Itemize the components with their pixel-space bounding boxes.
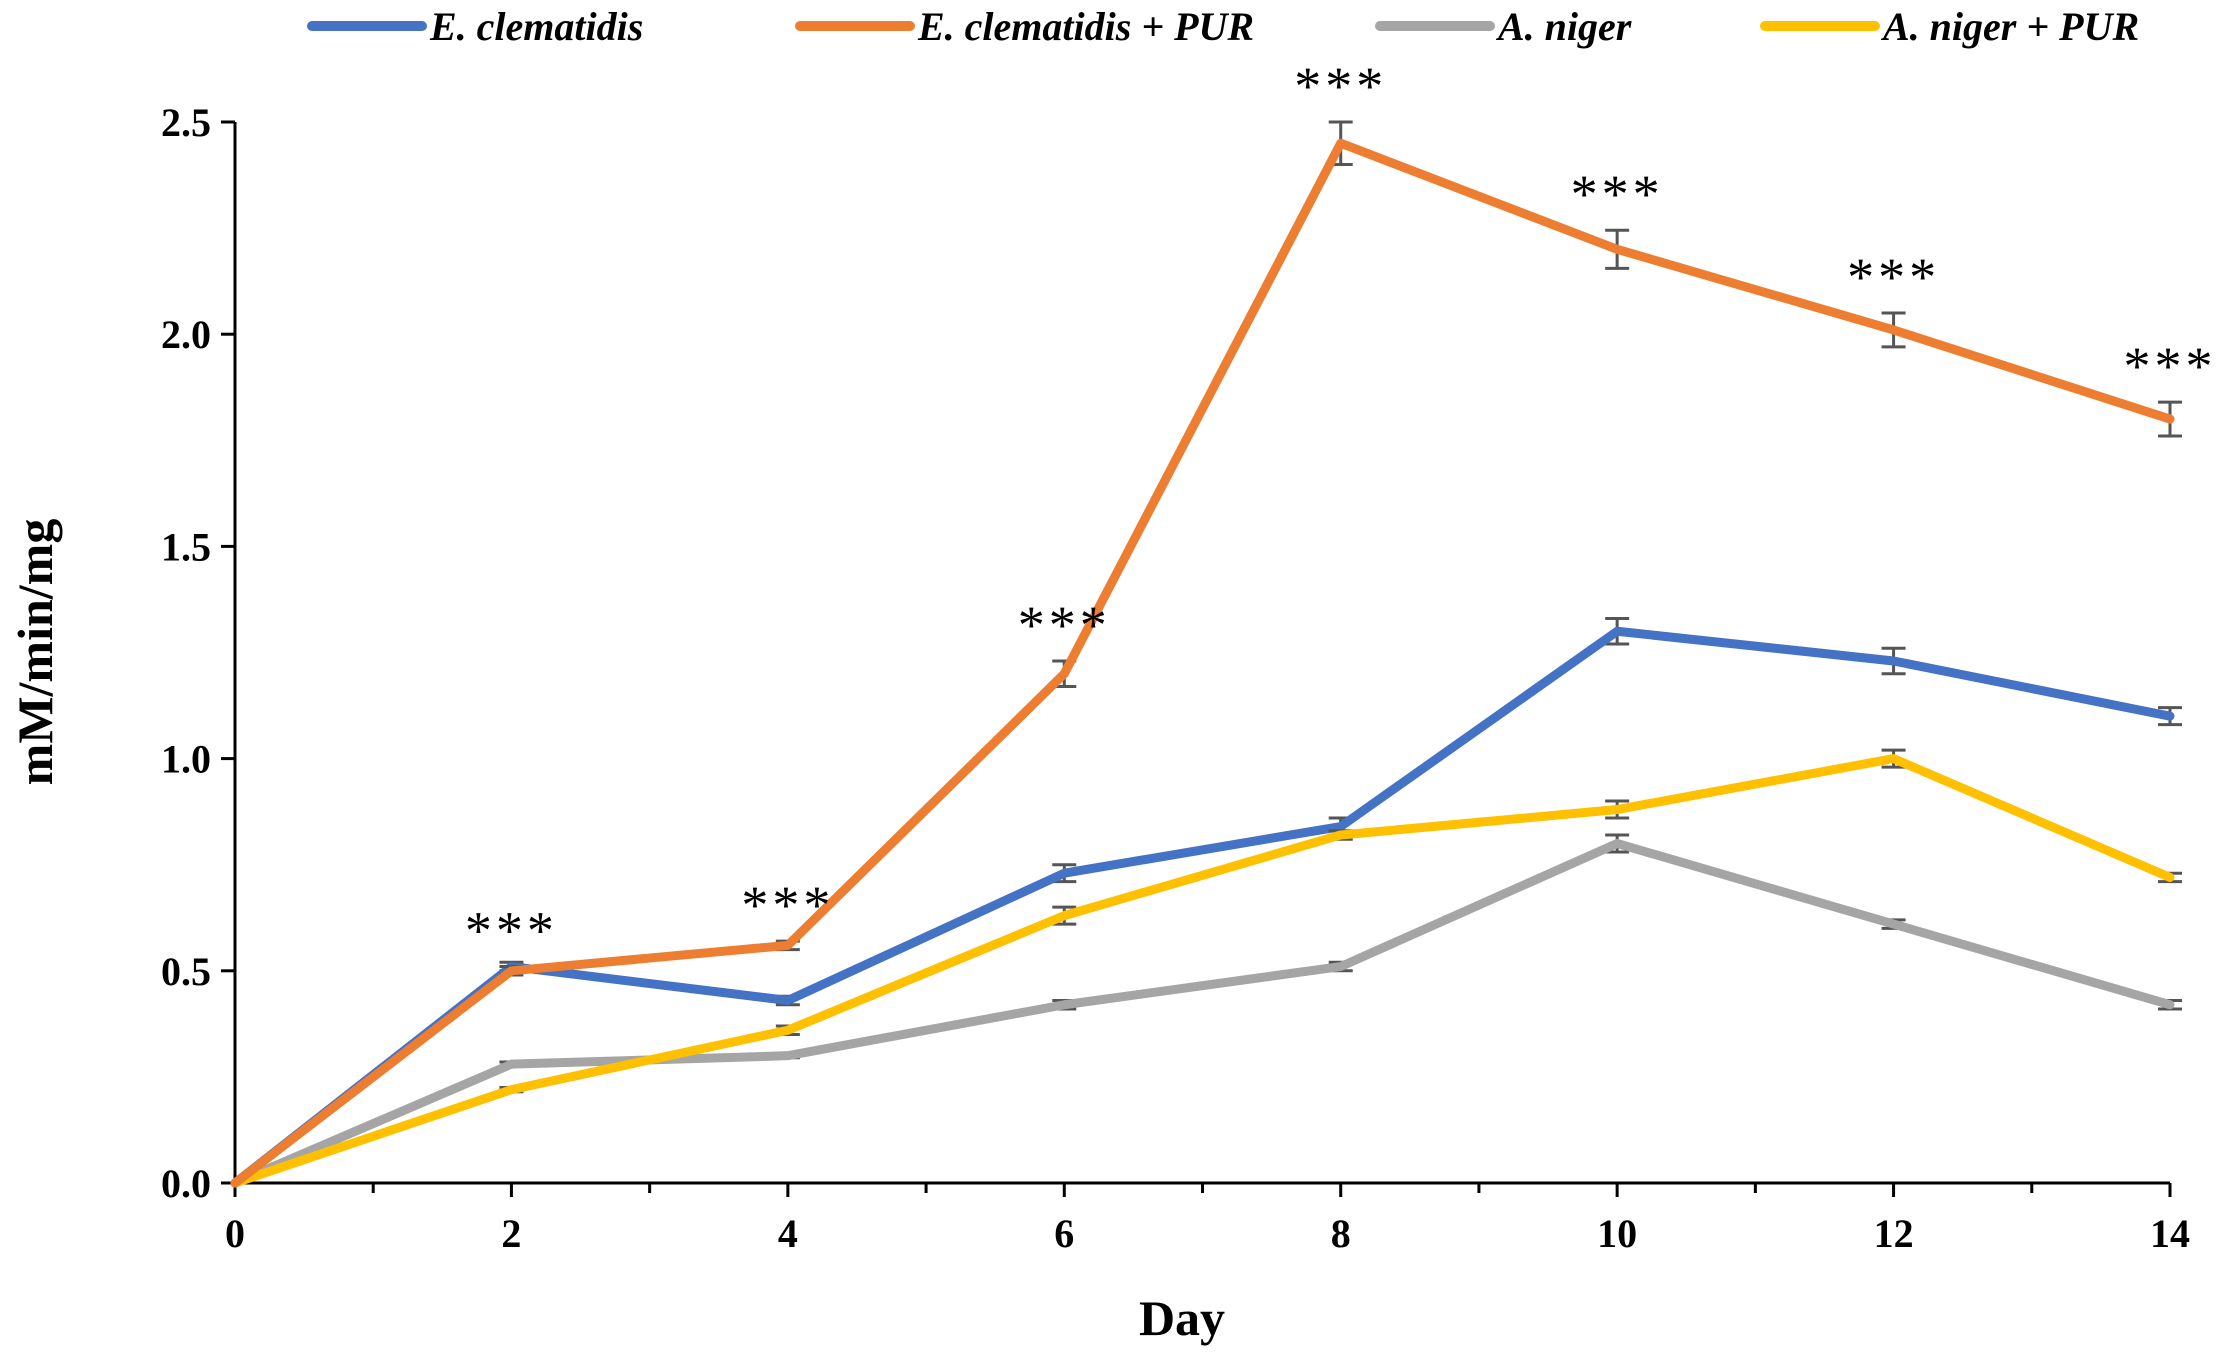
significance-label: *** (1294, 56, 1387, 116)
x-axis-title: Day (1139, 1290, 1225, 1346)
legend-label: E. clematidis + PUR (917, 4, 1254, 49)
series-line (230, 138, 2175, 1188)
series-a-niger-pur (230, 748, 2182, 1188)
significance-label: *** (1847, 247, 1940, 307)
y-tick-label: 1.5 (161, 524, 211, 569)
x-tick-label: 2 (501, 1211, 521, 1256)
significance-annotations: *** *** *** *** *** *** *** (465, 56, 2217, 961)
series-line (230, 754, 2175, 1188)
significance-label: *** (2124, 336, 2217, 396)
x-tick-label: 6 (1054, 1211, 1074, 1256)
y-tick-label: 2.0 (161, 312, 211, 357)
significance-label: *** (1018, 595, 1111, 655)
significance-label: *** (741, 875, 834, 935)
x-tick-label: 4 (778, 1211, 798, 1256)
legend-label: E. clematidis (429, 4, 643, 49)
series-e-clematidis-pur (230, 120, 2182, 1188)
x-tick-label: 8 (1331, 1211, 1351, 1256)
y-tick-label: 0.0 (161, 1161, 211, 1206)
y-axis-title: mM/min/mg (7, 519, 63, 786)
x-tick-label: 0 (225, 1211, 245, 1256)
x-tick-label: 10 (1597, 1211, 1637, 1256)
series-line (230, 626, 2175, 1188)
series-lines (230, 120, 2182, 1188)
y-tick-label: 0.5 (161, 949, 211, 994)
series-a-niger (230, 833, 2182, 1188)
legend-item: E. clematidis (307, 4, 643, 49)
significance-label: *** (465, 901, 558, 961)
series-line (230, 838, 2175, 1188)
x-ticks: 0 2 4 6 8 10 12 14 (225, 1183, 2190, 1256)
legend-label: A. niger + PUR (1880, 4, 2139, 49)
x-tick-label: 12 (1874, 1211, 1914, 1256)
legend-item: E. clematidis + PUR (795, 4, 1254, 49)
y-tick-label: 2.5 (161, 100, 211, 145)
legend-item: A. niger (1375, 4, 1632, 49)
legend-item: A. niger + PUR (1760, 4, 2139, 49)
legend-label: A. niger (1495, 4, 1632, 49)
y-ticks: 0.0 0.5 1.0 1.5 2.0 2.5 (161, 100, 235, 1206)
significance-label: *** (1571, 164, 1664, 224)
x-tick-label: 14 (2150, 1211, 2190, 1256)
y-tick-label: 1.0 (161, 737, 211, 782)
legend: E. clematidis E. clematidis + PUR A. niger… (307, 4, 2139, 49)
